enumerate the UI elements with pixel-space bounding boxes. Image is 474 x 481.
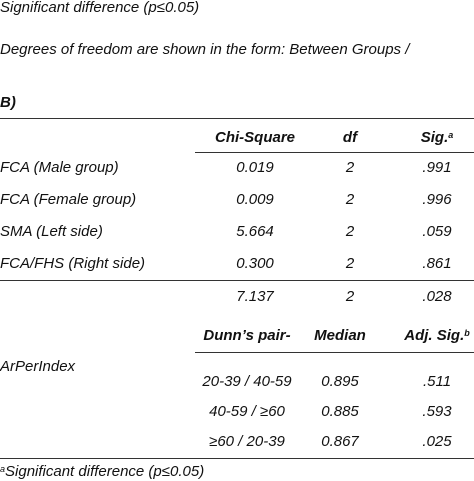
cell: ≥60 / 20-39: [209, 433, 285, 450]
rule: [0, 118, 474, 119]
footnote: aSignificant difference (p≤0.05): [0, 463, 204, 481]
header: df: [342, 129, 358, 146]
cell: FCA/FHS (Right side): [0, 255, 146, 272]
cell: .059: [422, 223, 452, 240]
cell: 5.664: [236, 223, 274, 240]
cell: 0.300: [236, 255, 274, 272]
header-text: Adj. Sig.: [404, 327, 465, 344]
cell: FCA (Female group): [0, 191, 137, 208]
header: Median: [314, 327, 366, 344]
cell: 40-59 / ≥60: [209, 403, 285, 420]
cell: 0.895: [321, 373, 359, 390]
row-label: ArPerIndex: [0, 358, 76, 375]
rule: [195, 352, 474, 353]
cell: .511: [422, 373, 452, 390]
cell: FCA (Male group): [0, 159, 119, 176]
cell: 2: [345, 223, 355, 240]
footnote-text: Significant difference (p≤0.05): [5, 463, 205, 480]
cell: 2: [345, 159, 355, 176]
cell: 0.867: [321, 433, 359, 450]
cell: .991: [422, 159, 452, 176]
rule: [0, 458, 474, 459]
cell: 0.009: [236, 191, 274, 208]
section-label: B): [0, 94, 16, 111]
header: Dunn’s pair-: [203, 327, 291, 344]
cell: 7.137: [236, 288, 274, 305]
header: Sig.a: [421, 129, 454, 147]
superscript: b: [464, 328, 470, 338]
cell: SMA (Left side): [0, 223, 103, 240]
cell: .025: [422, 433, 452, 450]
superscript: a: [448, 130, 454, 140]
header: Chi-Square: [214, 129, 296, 146]
cell: 2: [345, 288, 355, 305]
cell: 2: [345, 255, 355, 272]
rule: [195, 152, 474, 153]
header: Adj. Sig.b: [404, 327, 470, 345]
cell: .996: [422, 191, 452, 208]
cell: .028: [422, 288, 452, 305]
cell: 0.885: [321, 403, 359, 420]
rule: [0, 280, 474, 281]
note-degrees: Degrees of freedom are shown in the form…: [0, 41, 410, 58]
cell: 2: [345, 191, 355, 208]
cell: .593: [422, 403, 452, 420]
note-significance: Significant difference (p≤0.05): [0, 0, 200, 16]
cell: 20-39 / 40-59: [202, 373, 292, 390]
cell: .861: [422, 255, 452, 272]
superscript: a: [0, 464, 6, 474]
cell: 0.019: [236, 159, 274, 176]
header-text: Sig.: [420, 129, 449, 146]
